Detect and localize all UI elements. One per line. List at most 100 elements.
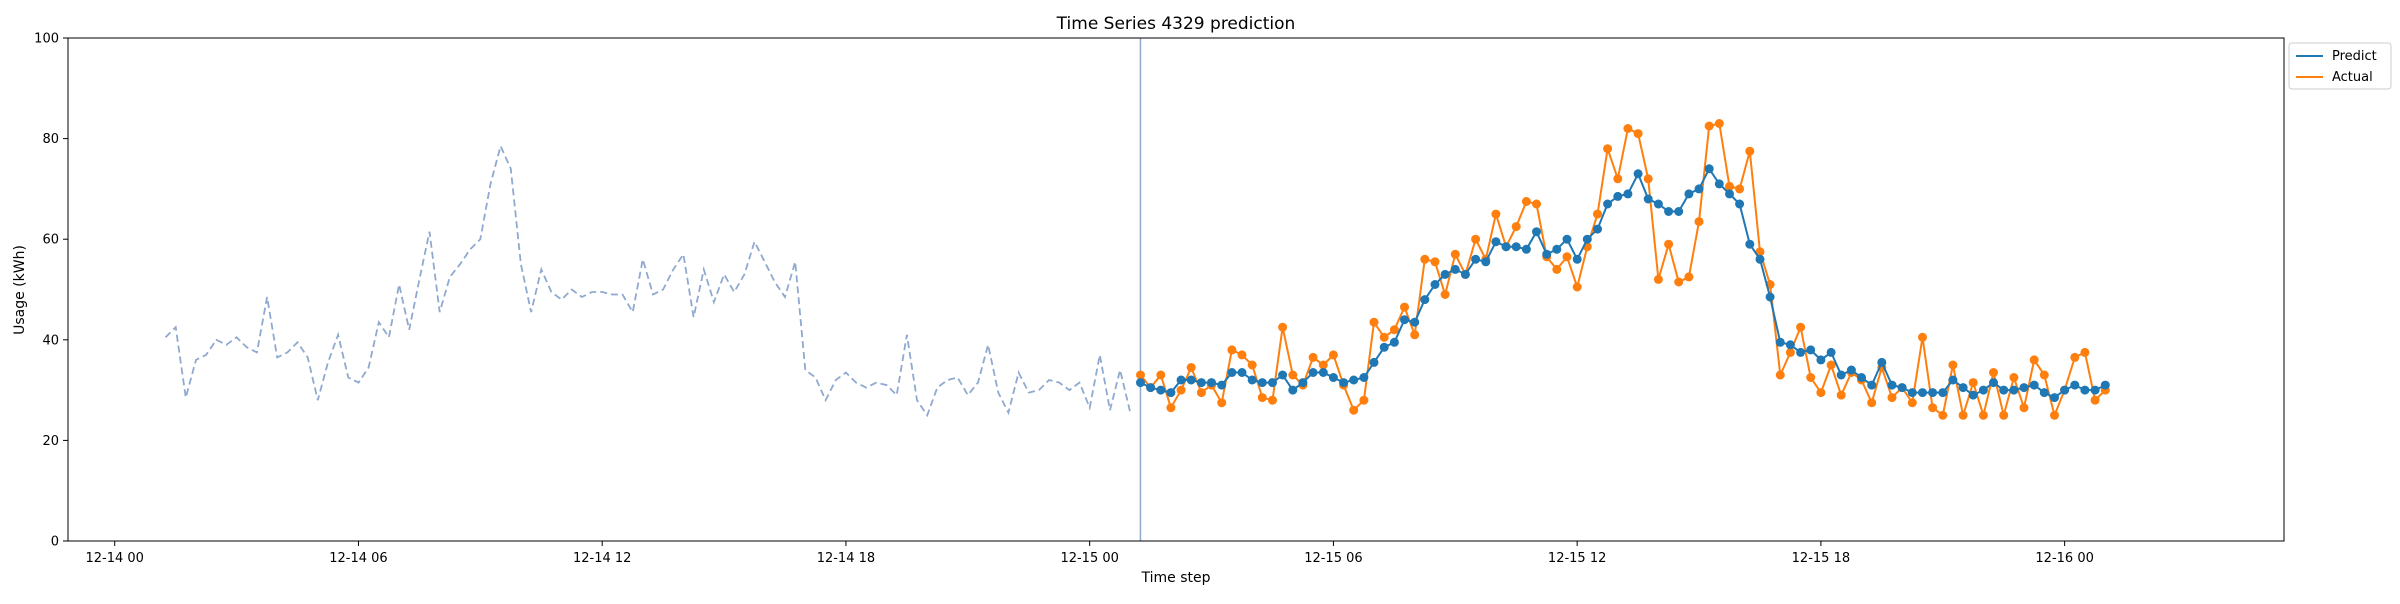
predict-point bbox=[1572, 254, 1582, 264]
actual-point bbox=[1410, 330, 1420, 340]
legend-predict-label: Predict bbox=[2332, 49, 2377, 64]
predict-point bbox=[2080, 385, 2090, 395]
actual-point bbox=[1918, 332, 1927, 342]
chart-title: Time Series 4329 prediction bbox=[1056, 14, 1296, 34]
predict-point bbox=[1918, 388, 1927, 398]
actual-point bbox=[1471, 234, 1481, 244]
predict-point bbox=[1207, 378, 1216, 388]
actual-point bbox=[1166, 403, 1176, 413]
predict-point bbox=[1643, 194, 1653, 204]
legend: Predict Actual bbox=[2288, 42, 2392, 90]
predict-point bbox=[1755, 254, 1765, 264]
predict-point bbox=[2019, 383, 2029, 393]
actual-point bbox=[1308, 352, 1318, 362]
predict-point bbox=[1968, 390, 1978, 400]
y-tick-label: 40 bbox=[42, 333, 59, 348]
y-tick-label: 100 bbox=[34, 32, 59, 47]
actual-point bbox=[1572, 282, 1582, 292]
predict-point bbox=[1653, 199, 1663, 209]
predict-point bbox=[1481, 257, 1491, 267]
predict-point bbox=[1532, 227, 1541, 237]
predict-point bbox=[1704, 164, 1714, 174]
x-tick-label: 12-15 12 bbox=[1548, 551, 1606, 566]
predict-point bbox=[1257, 378, 1267, 388]
predict-point bbox=[2009, 385, 2019, 395]
predict-point bbox=[1491, 237, 1501, 247]
actual-point bbox=[1369, 317, 1379, 327]
actual-point bbox=[2080, 347, 2090, 357]
predict-point bbox=[1339, 378, 1349, 388]
predict-point bbox=[1247, 375, 1257, 385]
actual-point bbox=[1755, 247, 1765, 257]
predict-point bbox=[1816, 355, 1826, 365]
actual-point bbox=[2090, 395, 2100, 405]
actual-point bbox=[2050, 410, 2059, 420]
predict-point bbox=[1745, 239, 1755, 249]
predict-point bbox=[1430, 280, 1440, 289]
actual-point bbox=[1288, 370, 1298, 380]
predict-point bbox=[1511, 242, 1521, 252]
predict-point bbox=[2029, 380, 2039, 390]
predict-point bbox=[1613, 191, 1623, 201]
actual-point bbox=[1349, 405, 1359, 415]
predict-point bbox=[1582, 234, 1592, 244]
predict-point bbox=[1288, 385, 1298, 395]
x-tick-label: 12-16 00 bbox=[2035, 551, 2093, 566]
actual-point bbox=[2009, 373, 2019, 382]
y-axis-label: Usage (kWh) bbox=[12, 245, 28, 335]
y-tick-label: 60 bbox=[42, 233, 59, 248]
actual-point bbox=[2070, 352, 2080, 362]
predict-point bbox=[1603, 199, 1613, 209]
actual-point bbox=[1521, 197, 1531, 206]
actual-point bbox=[1552, 264, 1562, 274]
actual-point bbox=[1674, 277, 1684, 287]
actual-point bbox=[1775, 370, 1785, 380]
actual-point bbox=[1257, 393, 1267, 403]
actual-point bbox=[1268, 395, 1277, 405]
predict-point bbox=[1237, 368, 1247, 377]
actual-point bbox=[1511, 222, 1521, 232]
predict-point bbox=[1562, 234, 1572, 244]
predict-point bbox=[2070, 380, 2080, 390]
predict-point bbox=[1846, 365, 1856, 375]
y-tick-label: 0 bbox=[51, 535, 59, 550]
predict-point bbox=[1806, 345, 1816, 355]
actual-point bbox=[1450, 249, 1460, 259]
actual-point bbox=[1430, 257, 1440, 267]
predict-line bbox=[1140, 166, 2106, 399]
actual-point bbox=[1938, 410, 1948, 420]
plot-frame bbox=[67, 37, 2285, 542]
predict-point bbox=[1227, 368, 1237, 377]
predict-point bbox=[1420, 295, 1430, 305]
actual-point bbox=[1400, 302, 1409, 312]
actual-point bbox=[1999, 410, 2009, 420]
actual-point bbox=[1379, 332, 1389, 342]
actual-point bbox=[2029, 355, 2039, 365]
predict-point bbox=[1389, 337, 1399, 347]
predict-point bbox=[1349, 375, 1359, 385]
predict-point bbox=[1593, 224, 1602, 234]
predict-point bbox=[1196, 378, 1206, 388]
predict-point bbox=[1217, 380, 1227, 390]
x-tick-label: 12-15 00 bbox=[1060, 551, 1118, 566]
actual-point bbox=[1532, 199, 1541, 209]
actual-point bbox=[1318, 360, 1328, 370]
x-tick-label: 12-14 00 bbox=[85, 551, 143, 566]
legend-actual-label: Actual bbox=[2332, 70, 2373, 85]
predict-point bbox=[1674, 207, 1684, 216]
x-tick-label: 12-14 18 bbox=[817, 551, 875, 566]
predict-point bbox=[1664, 207, 1674, 216]
actual-point bbox=[1633, 129, 1643, 139]
predict-point bbox=[1623, 189, 1633, 199]
actual-point bbox=[1491, 209, 1501, 219]
actual-point bbox=[1816, 388, 1826, 398]
actual-point bbox=[1867, 398, 1877, 408]
predict-point bbox=[1775, 337, 1785, 347]
actual-point bbox=[1643, 174, 1653, 184]
actual-point bbox=[1389, 325, 1399, 335]
x-axis: 12-14 00 12-14 06 12-14 12 12-14 18 12-15 00… bbox=[85, 541, 2094, 566]
actual-point bbox=[1186, 363, 1196, 372]
predict-point bbox=[1298, 378, 1308, 388]
